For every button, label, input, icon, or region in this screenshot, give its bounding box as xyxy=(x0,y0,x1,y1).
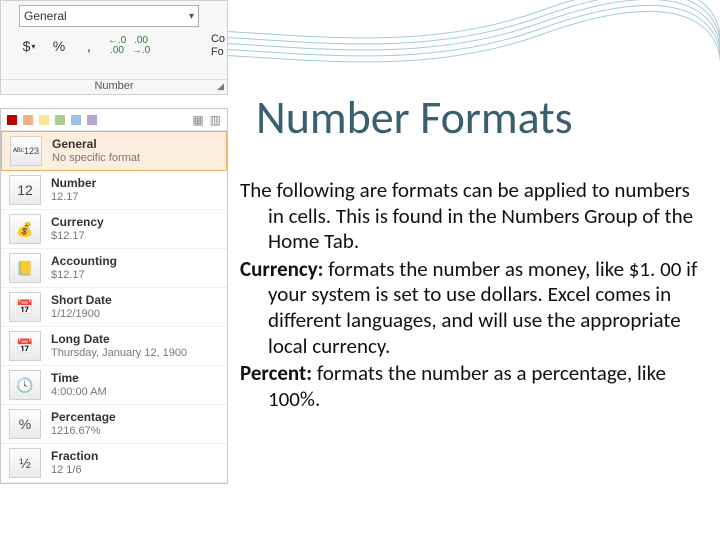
format-sample: No specific format xyxy=(52,152,140,165)
dropdown-swatch-header: ▦▥ xyxy=(1,109,227,131)
format-icon: ½ xyxy=(9,448,41,478)
format-name: Long Date xyxy=(51,333,187,347)
format-sample: 12 1/6 xyxy=(51,464,98,477)
color-swatch[interactable] xyxy=(71,115,81,125)
format-icon: 📒 xyxy=(9,253,41,283)
format-sample: 12.17 xyxy=(51,191,96,204)
format-item-number[interactable]: 12 Number12.17 xyxy=(1,171,227,210)
color-swatch[interactable] xyxy=(23,115,33,125)
format-icon: % xyxy=(9,409,41,439)
format-icon: 🕓 xyxy=(9,370,41,400)
format-item-percentage[interactable]: % Percentage1216.67% xyxy=(1,405,227,444)
chevron-down-icon: ▾ xyxy=(31,42,35,51)
format-icon: ᴬᴮᶜ123 xyxy=(10,136,42,166)
percent-paragraph: Percent: formats the number as a percent… xyxy=(240,361,702,412)
format-name: Number xyxy=(51,177,96,191)
number-format-combo[interactable]: General ▾ xyxy=(19,5,199,27)
format-icon: 12 xyxy=(9,175,41,205)
format-name: Fraction xyxy=(51,450,98,464)
format-item-accounting[interactable]: 📒 Accounting$12.17 xyxy=(1,249,227,288)
currency-paragraph: Currency: formats the number as money, l… xyxy=(240,257,702,359)
increase-decimal-button[interactable]: ←.0 .00 xyxy=(105,33,129,59)
chevron-down-icon: ▾ xyxy=(189,11,194,22)
color-swatch[interactable] xyxy=(7,115,17,125)
format-name: General xyxy=(52,138,140,152)
format-icon: 💰 xyxy=(9,214,41,244)
format-item-currency[interactable]: 💰 Currency$12.17 xyxy=(1,210,227,249)
format-name: Accounting xyxy=(51,255,117,269)
format-sample: $12.17 xyxy=(51,230,104,243)
combo-value: General xyxy=(24,9,67,23)
dialog-launcher-icon[interactable]: ◢ xyxy=(217,81,224,92)
format-name: Time xyxy=(51,372,107,386)
format-icon: 📅 xyxy=(9,292,41,322)
format-item-general[interactable]: ᴬᴮᶜ123 GeneralNo specific format xyxy=(1,131,227,171)
decrease-decimal-button[interactable]: .00 →.0 xyxy=(129,33,153,59)
percent-button[interactable]: % xyxy=(45,33,73,59)
comma-button[interactable]: , xyxy=(75,33,103,59)
format-sample: Thursday, January 12, 1900 xyxy=(51,347,187,360)
number-ribbon-group: General ▾ $▾ % , ←.0 .00 .00 →.0 Co Fo N… xyxy=(0,0,228,95)
format-name: Currency xyxy=(51,216,104,230)
ribbon-group-label: Number xyxy=(1,79,227,92)
format-item-fraction[interactable]: ½ Fraction12 1/6 xyxy=(1,444,227,483)
conditional-format-stub: Co Fo xyxy=(211,33,225,59)
color-swatch[interactable] xyxy=(39,115,49,125)
slide-title: Number Formats xyxy=(256,90,573,146)
table-icon[interactable]: ▦ xyxy=(192,113,203,127)
chart-icon[interactable]: ▥ xyxy=(210,113,221,127)
format-icon: 📅 xyxy=(9,331,41,361)
format-item-short-date[interactable]: 📅 Short Date1/12/1900 xyxy=(1,288,227,327)
color-swatch[interactable] xyxy=(87,115,97,125)
color-swatch[interactable] xyxy=(55,115,65,125)
format-item-long-date[interactable]: 📅 Long DateThursday, January 12, 1900 xyxy=(1,327,227,366)
format-sample: 4:00:00 AM xyxy=(51,386,107,399)
format-sample: 1216.67% xyxy=(51,425,116,438)
format-name: Percentage xyxy=(51,411,116,425)
format-name: Short Date xyxy=(51,294,112,308)
format-item-time[interactable]: 🕓 Time4:00:00 AM xyxy=(1,366,227,405)
format-sample: 1/12/1900 xyxy=(51,308,112,321)
currency-button[interactable]: $▾ xyxy=(15,33,43,59)
number-format-dropdown: ▦▥ ᴬᴮᶜ123GeneralNo specific format12Numb… xyxy=(0,108,228,484)
intro-paragraph: The following are formats can be applied… xyxy=(240,178,702,255)
slide-body: The following are formats can be applied… xyxy=(240,178,702,414)
format-sample: $12.17 xyxy=(51,269,117,282)
number-mini-buttons: $▾ % , ←.0 .00 .00 →.0 xyxy=(15,33,153,59)
